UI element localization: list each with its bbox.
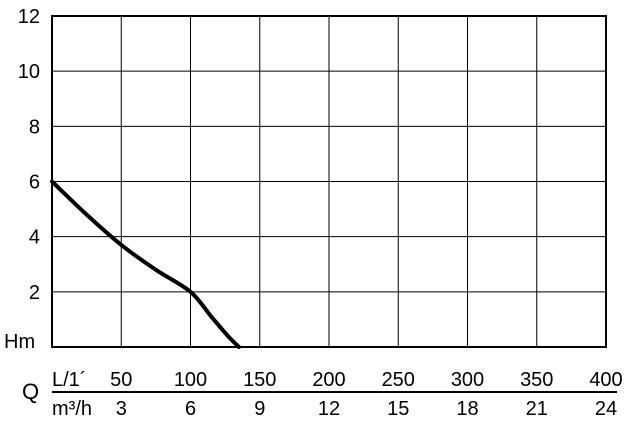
- x-primary-unit-label: L/1´: [52, 369, 86, 391]
- x-secondary-tick-label: 3: [116, 398, 127, 420]
- x-primary-tick-label: 250: [382, 369, 415, 391]
- x-tick-labels: 50 3 100 6 150 9 200 12 250 15 300 18 350 21 400 24: [110, 369, 623, 420]
- y-tick-label: 6: [29, 172, 40, 194]
- x-secondary-tick-label: 18: [456, 398, 478, 420]
- y-axis-label: Hm: [4, 331, 35, 353]
- x-primary-tick-label: 100: [174, 369, 207, 391]
- x-primary-tick-label: 400: [589, 369, 622, 391]
- x-secondary-tick-label: 21: [526, 398, 548, 420]
- y-tick-label: 2: [29, 282, 40, 304]
- y-tick-label: 4: [29, 227, 40, 249]
- x-primary-tick-label: 200: [312, 369, 345, 391]
- x-secondary-tick-label: 15: [387, 398, 409, 420]
- x-primary-tick-label: 350: [520, 369, 553, 391]
- y-tick-labels: 2 4 6 8 10 12: [18, 6, 40, 304]
- x-axis-symbol: Q: [22, 379, 39, 404]
- x-secondary-unit-label: m³/h: [52, 398, 92, 420]
- grid: [52, 15, 607, 347]
- x-primary-tick-label: 300: [451, 369, 484, 391]
- x-secondary-tick-label: 24: [595, 398, 617, 420]
- x-secondary-tick-label: 12: [318, 398, 340, 420]
- y-tick-label: 12: [18, 6, 40, 28]
- y-tick-label: 10: [18, 61, 40, 83]
- x-primary-tick-label: 150: [243, 369, 276, 391]
- x-secondary-tick-label: 6: [185, 398, 196, 420]
- y-tick-label: 8: [29, 116, 40, 138]
- x-secondary-tick-label: 9: [254, 398, 265, 420]
- x-primary-tick-label: 50: [110, 369, 132, 391]
- pump-head-curve: [50, 179, 241, 349]
